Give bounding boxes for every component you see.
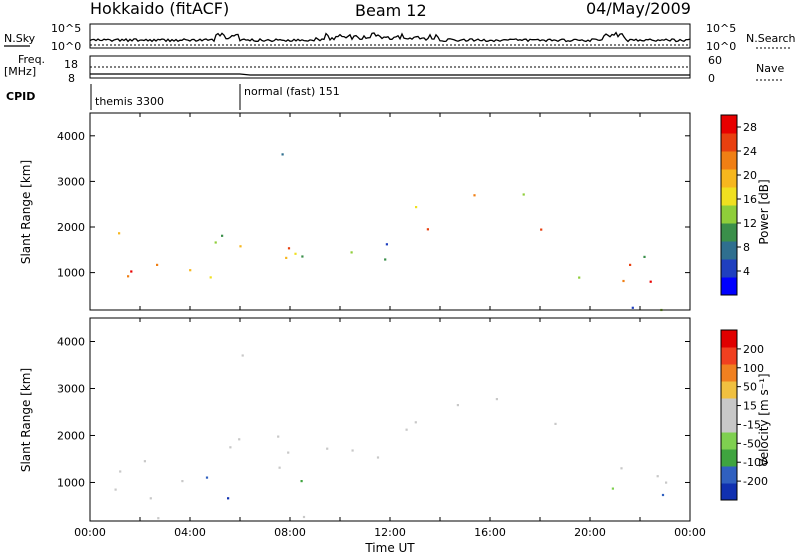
nave-label: Nave xyxy=(756,62,784,75)
y-tick-label: 1000 xyxy=(57,267,85,280)
x-tick-label: 00:00 xyxy=(674,526,706,539)
colorbar-segment xyxy=(721,115,737,134)
colorbar-tick-label: 200 xyxy=(743,343,764,356)
colorbar-segment xyxy=(721,133,737,152)
y-tick-label: 3000 xyxy=(57,175,85,188)
colorbar-segment xyxy=(721,449,737,467)
colorbar-segment xyxy=(721,398,737,416)
cpid-mode-1: themis 3300 xyxy=(95,95,164,108)
colorbar-tick-label: 20 xyxy=(743,169,757,182)
x-tick-label: 16:00 xyxy=(474,526,506,539)
nsky-label: N.Sky xyxy=(4,32,36,45)
cpid-row: CPID themis 3300 normal (fast) 151 xyxy=(6,84,340,110)
colorbar-tick-label: -100 xyxy=(743,456,768,469)
freq-tick-bottom: 8 xyxy=(68,72,75,85)
cpid-label: CPID xyxy=(6,90,35,103)
nsky-tick-top: 10^5 xyxy=(51,22,81,35)
nsearch-label: N.Search xyxy=(746,32,796,45)
x-tick-label: 12:00 xyxy=(374,526,406,539)
y-tick-label: 1000 xyxy=(57,476,85,489)
colorbar-tick-label: 100 xyxy=(743,362,764,375)
colorbar-tick-label: 15 xyxy=(743,400,757,413)
x-axis-label: Time UT xyxy=(364,541,415,554)
nsky-trace xyxy=(89,31,691,46)
colorbar-segment xyxy=(721,483,737,501)
velocity-data-field xyxy=(114,354,668,520)
colorbar-tick-label: -15 xyxy=(743,418,761,431)
colorbar-segment xyxy=(721,466,737,484)
colorbar-segment xyxy=(721,259,737,278)
nsky-panel: N.Sky 10^5 10^0 10^5 10^0 N.Search xyxy=(4,22,796,53)
y-tick-label: 2000 xyxy=(57,221,85,234)
x-tick-label: 08:00 xyxy=(274,526,306,539)
colorbar-tick-label: 16 xyxy=(743,193,757,206)
power-axes: 1000 2000 3000 4000 xyxy=(57,113,691,310)
x-axis: 00:00 04:00 08:00 12:00 16:00 20:00 00:00 xyxy=(74,526,706,539)
nsky-tick-bottom-right: 10^0 xyxy=(706,40,736,53)
x-tick-label: 00:00 xyxy=(74,526,106,539)
y-tick-label: 2000 xyxy=(57,429,85,442)
velocity-cbar-label: Velocity [m s⁻¹] xyxy=(757,373,771,466)
velocity-frame xyxy=(89,317,691,522)
cpid-mode-2: normal (fast) 151 xyxy=(244,85,340,98)
colorbar-tick-label: 24 xyxy=(743,145,757,158)
nave-tick-top: 60 xyxy=(708,54,722,67)
power-data-field xyxy=(118,153,663,312)
power-ylabel: Slant Range [km] xyxy=(19,160,33,264)
colorbar-segment xyxy=(721,151,737,170)
colorbar-tick-label: 8 xyxy=(743,241,750,254)
colorbar-segment xyxy=(721,330,737,348)
colorbar-segment xyxy=(721,347,737,365)
nsky-tick-top-right: 10^5 xyxy=(706,22,736,35)
freq-label-line2: [MHz] xyxy=(4,65,36,78)
colorbar-tick-label: 12 xyxy=(743,217,757,230)
radar-title: Hokkaido (fitACF) xyxy=(90,0,229,18)
x-tick-label: 04:00 xyxy=(174,526,206,539)
power-frame xyxy=(89,112,691,311)
colorbar-segment xyxy=(721,187,737,206)
colorbar-segment xyxy=(721,205,737,224)
y-tick-label: 4000 xyxy=(57,335,85,348)
velocity-axes: 1000 2000 3000 4000 xyxy=(57,318,691,521)
velocity-colorbar: 200 100 50 15 -15 -50 -100 -200 xyxy=(720,329,768,501)
freq-tick-top: 18 xyxy=(64,58,78,71)
colorbar-segment xyxy=(721,364,737,382)
freq-trace xyxy=(90,73,690,76)
colorbar-tick-label: 4 xyxy=(743,265,750,278)
power-panel: 1000 2000 3000 4000 Slant Range [km] 28 24 20… xyxy=(19,112,771,312)
colorbar-segment xyxy=(721,241,737,260)
nave-tick-bottom: 0 xyxy=(708,72,715,85)
colorbar-segment xyxy=(721,415,737,433)
nsky-tick-bottom: 10^0 xyxy=(51,40,81,53)
nsky-frame xyxy=(89,23,691,49)
date-title: 04/May/2009 xyxy=(586,0,691,18)
colorbar-tick-label: -50 xyxy=(743,437,761,450)
freq-label-line1: Freq. xyxy=(18,53,45,66)
colorbar-segment xyxy=(721,223,737,242)
y-tick-label: 3000 xyxy=(57,382,85,395)
colorbar-segment xyxy=(721,432,737,450)
colorbar-tick-label: 28 xyxy=(743,121,757,134)
x-tick-label: 20:00 xyxy=(574,526,606,539)
power-colorbar: 28 24 20 16 12 8 4 xyxy=(720,114,757,296)
y-tick-label: 4000 xyxy=(57,130,85,143)
colorbar-segment xyxy=(721,169,737,188)
beam-title: Beam 12 xyxy=(355,1,427,20)
colorbar-tick-label: 50 xyxy=(743,381,757,394)
colorbar-segment xyxy=(721,381,737,399)
freq-panel: Freq. [MHz] 18 8 60 0 Nave xyxy=(4,53,784,85)
colorbar-tick-label: -200 xyxy=(743,475,768,488)
colorbar-segment xyxy=(721,277,737,296)
velocity-ylabel: Slant Range [km] xyxy=(19,368,33,472)
power-cbar-label: Power [dB] xyxy=(757,179,771,244)
velocity-panel: 1000 2000 3000 4000 Slant Range [km] 200 100… xyxy=(19,317,771,522)
